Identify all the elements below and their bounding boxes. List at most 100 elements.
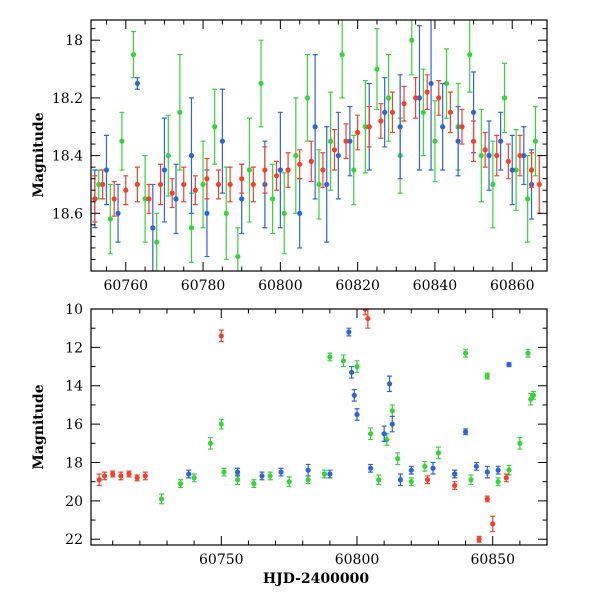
top-data-point	[169, 190, 175, 196]
bottom-data-point	[484, 469, 490, 475]
bottom-data-point	[354, 363, 360, 370]
top-data-point	[215, 181, 222, 188]
top-x-tick-label: 60760	[104, 278, 149, 294]
bottom-data-point	[251, 481, 257, 487]
top-data-point	[513, 167, 519, 173]
top-data-point	[378, 118, 384, 124]
bottom-data-point	[321, 471, 328, 477]
bottom-data-point	[476, 536, 482, 542]
top-data-point	[297, 161, 303, 167]
bottom-data-point	[234, 477, 241, 483]
bottom-data-point	[506, 362, 512, 368]
top-data-point	[505, 158, 511, 164]
top-series-2	[92, 74, 542, 223]
top-data-point	[532, 138, 539, 144]
top-data-point	[200, 181, 206, 188]
top-data-point	[192, 187, 198, 193]
top-y-tick-label: 18	[65, 33, 83, 49]
top-data-point	[320, 167, 326, 173]
bottom-series-1	[186, 327, 512, 487]
bottom-data-point	[408, 479, 414, 485]
top-data-point	[204, 176, 210, 182]
top-data-point	[385, 95, 392, 101]
top-data-point	[436, 95, 442, 101]
bottom-data-point	[351, 392, 357, 398]
bottom-x-tick-label: 60850	[470, 552, 515, 568]
top-data-point	[362, 124, 368, 130]
bottom-data-point	[473, 463, 480, 469]
bottom-data-point	[286, 479, 292, 485]
top-data-point	[424, 89, 430, 95]
top-data-point	[327, 138, 334, 144]
top-data-point	[482, 147, 488, 153]
top-data-point	[432, 138, 438, 144]
bottom-errorbar	[362, 309, 368, 316]
bottom-data-point	[424, 477, 431, 483]
top-data-point	[188, 225, 195, 231]
bottom-data-point	[389, 421, 395, 427]
top-data-point	[447, 109, 453, 115]
bottom-data-point	[367, 465, 374, 471]
bottom-x-tick-label: 60800	[335, 552, 380, 568]
top-data-point	[293, 152, 299, 159]
bottom-data-point	[397, 477, 404, 483]
bottom-data-point	[305, 467, 311, 473]
top-data-point	[401, 101, 407, 107]
bottom-y-tick-label: 14	[65, 379, 83, 395]
top-data-point	[494, 152, 500, 159]
top-data-point	[304, 95, 311, 101]
top-data-point	[498, 138, 504, 144]
bottom-data-point	[506, 467, 512, 473]
top-series-1	[92, 20, 535, 271]
bottom-data-point	[218, 333, 224, 339]
top-data-point	[96, 181, 102, 188]
top-data-point	[374, 66, 380, 72]
top-data-point	[501, 95, 508, 101]
top-data-point	[490, 181, 496, 188]
bottom-data-point	[305, 477, 311, 483]
bottom-x-axis-title: HJD-2400000	[263, 571, 370, 587]
top-data-point	[389, 109, 396, 115]
bottom-data-point	[234, 469, 241, 475]
bottom-data-point	[495, 467, 501, 473]
top-data-point	[223, 210, 229, 216]
bottom-data-point	[327, 471, 333, 477]
top-data-point	[459, 124, 465, 130]
top-data-point	[536, 181, 542, 188]
top-data-point	[92, 196, 98, 202]
top-data-point	[134, 80, 140, 87]
top-data-point	[339, 52, 345, 58]
top-data-point	[219, 138, 225, 144]
bottom-data-point	[381, 431, 387, 437]
top-data-point	[455, 138, 461, 144]
bottom-y-axis-title: Magnitude	[31, 384, 47, 469]
bottom-data-point	[422, 463, 428, 469]
top-data-point	[154, 239, 160, 245]
top-data-point	[173, 196, 179, 202]
top-data-point	[382, 109, 388, 115]
top-x-tick-label: 60860	[490, 278, 535, 294]
bottom-axes-frame	[90, 308, 548, 546]
bottom-y-tick-label: 16	[65, 417, 83, 433]
top-data-point	[470, 109, 477, 115]
top-data-point	[277, 167, 283, 173]
bottom-data-point	[221, 469, 227, 475]
top-data-point	[312, 124, 318, 130]
bottom-data-point	[384, 436, 390, 443]
bottom-data-point	[435, 450, 442, 456]
top-x-tick-label: 60820	[335, 278, 380, 294]
top-data-point	[161, 167, 168, 173]
top-data-point	[150, 225, 156, 231]
top-x-tick-label: 60840	[413, 278, 458, 294]
top-data-point	[157, 181, 164, 188]
bottom-panel: Magnitude HJD-2400000 60750 60800 60850 10 1…	[31, 302, 548, 587]
top-data-point	[331, 147, 338, 153]
bottom-data-point	[408, 467, 414, 473]
bottom-data-point	[327, 354, 333, 360]
bottom-data-point	[207, 440, 214, 446]
bottom-data-point	[218, 421, 224, 427]
bottom-data-point	[468, 477, 474, 483]
top-data-point	[107, 216, 113, 222]
bottom-data-point	[267, 473, 273, 479]
